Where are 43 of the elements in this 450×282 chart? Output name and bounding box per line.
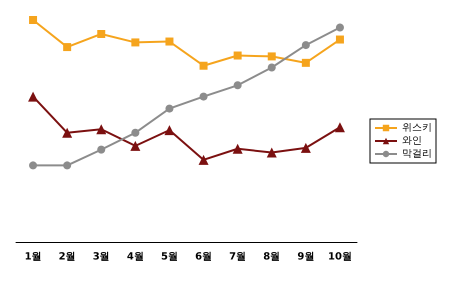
point bbox=[268, 52, 276, 60]
point bbox=[302, 58, 310, 67]
point bbox=[165, 38, 174, 46]
point bbox=[29, 16, 38, 24]
legend-label: 와인 bbox=[402, 136, 422, 146]
point bbox=[63, 43, 72, 52]
point bbox=[234, 52, 242, 60]
point bbox=[164, 125, 174, 136]
point bbox=[334, 122, 345, 132]
point bbox=[130, 140, 140, 151]
legend-label: 막걸리 bbox=[402, 148, 432, 160]
x-tick-label: 1월 bbox=[24, 252, 42, 262]
point bbox=[200, 62, 208, 70]
point bbox=[300, 142, 311, 153]
point bbox=[302, 41, 310, 50]
point bbox=[28, 92, 38, 102]
point bbox=[336, 36, 344, 44]
x-tick-label: 5월 bbox=[160, 252, 178, 262]
x-tick-label: 8월 bbox=[263, 252, 280, 262]
x-tick-label: 9월 bbox=[297, 252, 314, 262]
point bbox=[62, 128, 72, 138]
point bbox=[97, 146, 106, 154]
point bbox=[165, 104, 174, 113]
legend-label: 위스키 bbox=[402, 122, 432, 134]
point bbox=[96, 124, 106, 134]
x-tick-label: 3월 bbox=[92, 252, 110, 262]
x-tick-label: 10월 bbox=[328, 252, 352, 262]
point bbox=[266, 148, 277, 158]
point bbox=[268, 64, 276, 72]
point bbox=[198, 154, 209, 165]
x-tick-label: 6월 bbox=[195, 252, 212, 262]
point bbox=[232, 144, 243, 154]
point bbox=[29, 161, 38, 170]
point bbox=[131, 38, 140, 46]
point bbox=[234, 81, 242, 90]
point bbox=[97, 30, 106, 38]
x-tick-label: 4월 bbox=[126, 252, 144, 262]
point bbox=[131, 128, 140, 137]
point bbox=[200, 92, 208, 101]
point bbox=[63, 161, 72, 170]
point bbox=[336, 24, 344, 32]
x-tick-label: 2월 bbox=[58, 252, 76, 262]
x-tick-label: 7월 bbox=[229, 252, 246, 262]
